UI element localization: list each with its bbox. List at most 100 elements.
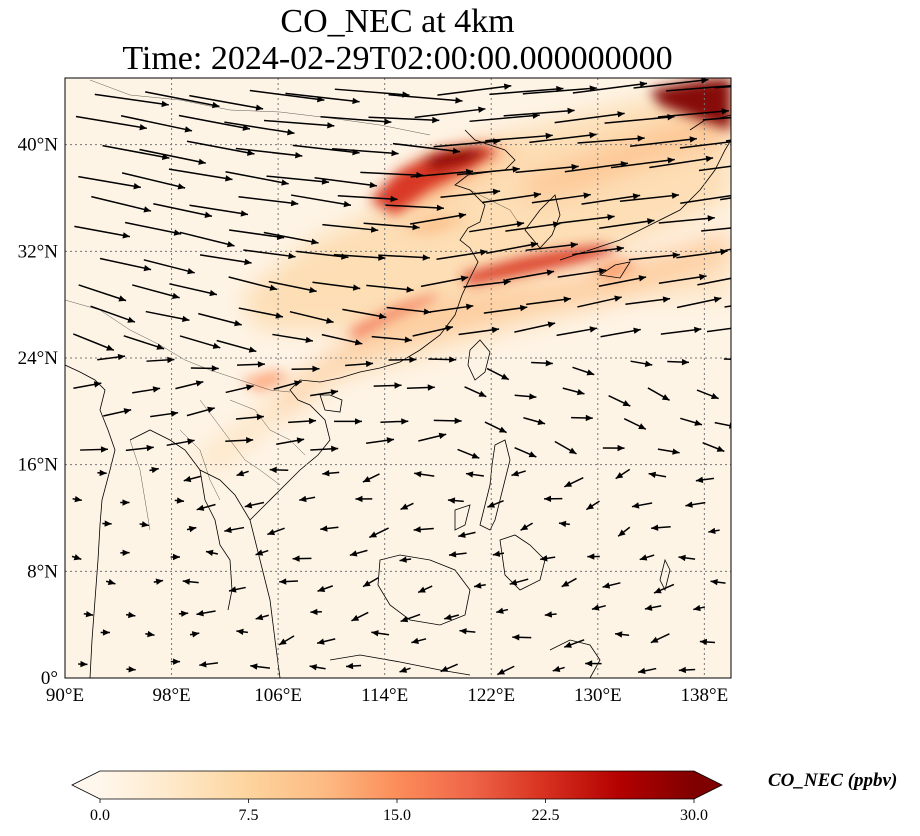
x-tick-label: 114°E [361, 685, 408, 706]
wind-arrow [523, 416, 546, 425]
wind-arrow [179, 335, 221, 349]
wind-arrow [558, 214, 615, 224]
wind-arrow [544, 495, 563, 502]
wind-arrow [368, 116, 440, 124]
wind-arrow [255, 613, 269, 621]
wind-arrow [145, 91, 220, 109]
map-frame [64, 77, 732, 679]
wind-arrow [529, 132, 597, 144]
wind-arrow [125, 611, 136, 619]
wind-arrow [657, 108, 729, 118]
wind-arrow [458, 531, 476, 538]
wind-arrow [186, 406, 216, 417]
wind-arrow [428, 356, 457, 363]
wind-arrow [371, 335, 412, 343]
wind-arrow [465, 471, 484, 478]
colorbar-tick-label: 15.0 [383, 807, 411, 824]
wind-arrow [544, 611, 557, 618]
wind-arrow [78, 284, 127, 302]
wind-arrow [317, 585, 334, 592]
wind-arrow [679, 141, 731, 149]
wind-arrow [725, 248, 731, 252]
wind-arrow [178, 610, 189, 617]
wind-arrow [198, 312, 242, 327]
wind-arrow [571, 414, 593, 422]
wind-arrow [577, 295, 622, 308]
wind-arrow [99, 257, 152, 272]
wind-arrow [120, 499, 130, 506]
wind-arrow [633, 78, 709, 89]
wind-arrow [678, 554, 696, 562]
wind-arrow [263, 231, 319, 245]
wind-arrow [228, 276, 278, 291]
colorbar-tick-label: 7.5 [239, 807, 259, 824]
wind-arrow [183, 475, 202, 483]
wind-arrow [120, 549, 130, 557]
wind-arrow [320, 525, 339, 532]
wind-arrow [373, 382, 402, 389]
wind-arrow [345, 662, 362, 670]
wind-arrow [658, 215, 715, 224]
wind-arrow [145, 310, 190, 323]
wind-arrow [388, 356, 417, 363]
wind-arrow [630, 136, 697, 148]
wind-arrow [225, 437, 254, 444]
wind-arrow [653, 583, 675, 594]
wind-arrow [581, 193, 641, 205]
wind-arrow [75, 115, 147, 131]
wind-arrow [617, 526, 631, 537]
wind-arrow [433, 417, 462, 425]
axis-ticks: 90°E 98°E 106°E 114°E 122°E 130°E 138°E 0° 8°N 16… [18, 135, 729, 706]
wind-arrow [464, 386, 487, 398]
wind-arrow [591, 604, 606, 611]
wind-arrow [459, 628, 476, 635]
wind-arrow [399, 666, 411, 673]
wind-arrow [625, 296, 671, 305]
wind-arrow [368, 527, 389, 539]
wind-arrow [525, 241, 578, 252]
wind-arrow [647, 387, 670, 401]
wind-arrow [322, 223, 379, 233]
wind-arrow [520, 522, 533, 531]
wind-arrow [205, 549, 219, 557]
y-tick-label: 16°N [18, 455, 59, 476]
wind-arrow [145, 630, 155, 638]
wind-arrow [610, 157, 675, 169]
country-borders [65, 79, 521, 531]
wind-arrow [623, 417, 647, 430]
wind-arrow [132, 386, 161, 394]
wind-arrow [189, 631, 200, 638]
wind-arrow [236, 628, 248, 635]
wind-arrow [585, 500, 600, 511]
wind-arrow [720, 197, 731, 201]
wind-arrow [228, 586, 246, 593]
wind-arrow [310, 608, 322, 616]
gridlines [65, 78, 731, 678]
wind-arrow [289, 310, 334, 324]
wind-arrow [406, 384, 435, 391]
wind-arrow [572, 245, 624, 256]
wind-arrow [238, 195, 299, 207]
wind-arrow [255, 549, 269, 556]
wind-arrow [225, 384, 254, 394]
wind-arrow [526, 296, 571, 306]
wind-arrow [170, 553, 180, 561]
wind-arrow [268, 280, 317, 294]
wind-arrow [153, 202, 213, 218]
wind-arrow [492, 550, 505, 557]
wind-arrow [456, 166, 520, 176]
wind-arrow [650, 633, 670, 644]
wind-arrow [244, 501, 265, 509]
wind-arrow [263, 119, 335, 129]
wind-arrow [484, 421, 507, 434]
wind-arrow [126, 666, 136, 673]
wind-arrow [94, 93, 169, 108]
wind-arrow [630, 360, 653, 367]
wind-arrow [355, 495, 373, 503]
wind-arrow [714, 85, 731, 89]
wind-arrow [639, 554, 655, 561]
wind-arrow [563, 639, 585, 648]
wind-arrow [363, 222, 420, 231]
wind-arrow [696, 389, 719, 400]
wind-arrow [190, 365, 219, 372]
